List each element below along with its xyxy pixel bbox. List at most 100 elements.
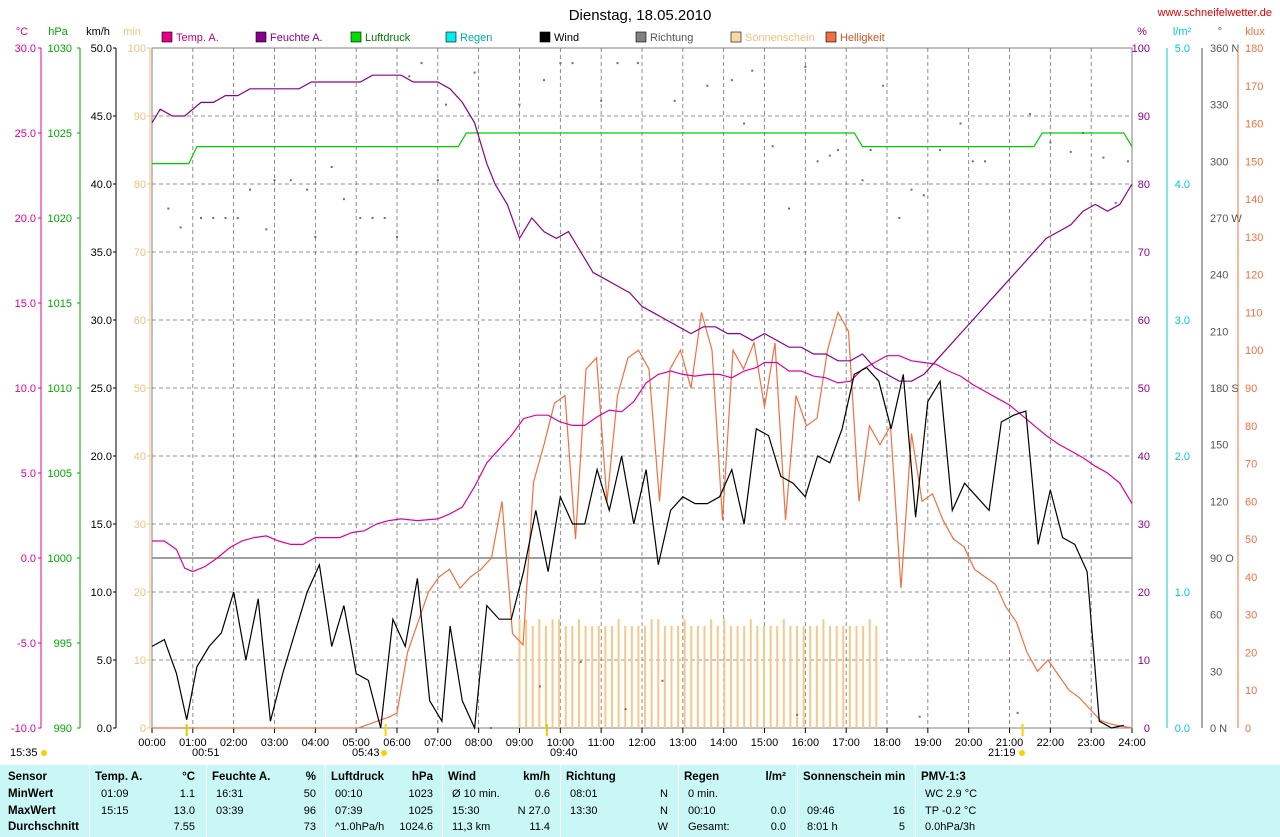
weather-chart: Dienstag, 18.05.2010 www.schneifelwetter.… [10,7,1272,759]
column-title: Sonnenschein min [803,771,906,783]
direction-dot [1126,160,1129,163]
direction-dot [1049,141,1052,144]
brightness-tick-label: 170 [1245,81,1263,93]
column-title: PMV-1:3 [921,771,966,783]
direction-dot [796,713,799,716]
direction-dot [579,660,582,663]
column-separator [442,765,443,837]
column-separator [560,765,561,837]
column-unit: km/h [523,771,550,783]
stat-time: 13:30 [570,805,598,817]
temp-tick-label: 15.0 [15,298,36,310]
wind-tick-label: 35.0 [91,247,112,259]
direction-dot [408,75,411,78]
stat-value: N 27.0 [517,805,550,817]
stat-time: 00:10 [688,805,716,817]
direction-dot [771,145,774,148]
x-tick-label: 09:00 [506,737,534,749]
direction-dot [200,217,202,219]
column-title: Regen [684,771,720,783]
direction-dot [636,62,639,65]
pressure-tick-label: 1020 [48,213,72,225]
direction-dot [881,84,884,87]
direction-dot [918,715,921,718]
direction-tick-label: 240 [1210,270,1228,282]
pressure-axis-unit: hPa [48,26,68,38]
direction-dot [804,65,807,68]
stat-time: Gesamt: [688,821,730,833]
stat-value: 5 [898,821,905,833]
direction-dot [518,103,521,106]
stat-value: 13.0 [173,805,195,817]
statistics-table: Sensor MinWert MaxWert Durchschnitt Temp. A.… [0,765,1280,837]
direction-dot [624,708,627,711]
stat-time: 0.0hPa/3h [925,821,976,833]
temp-tick-label: -5.0 [17,638,36,650]
brightness-tick-label: 160 [1245,119,1263,131]
direction-tick-label: 120 [1210,496,1228,508]
direction-tick-label: 270 W [1210,213,1242,225]
brightness-tick-label: 180 [1245,43,1263,55]
direction-dot [1102,156,1105,159]
brightness-tick-label: 70 [1245,459,1257,471]
stat-time: WC 2.9 °C [925,788,978,800]
direction-dot [816,160,819,163]
brightness-tick-label: 110 [1245,307,1263,319]
direction-dot [167,207,170,210]
rain-axis-unit: l/m² [1173,26,1192,38]
brightness-tick-label: 40 [1245,572,1257,584]
svg-text:Regen: Regen [460,32,492,44]
stat-time: 08:01 [570,788,598,800]
brightness-tick-label: 130 [1245,232,1263,244]
direction-dot [538,685,541,688]
temp-tick-label: 5.0 [21,468,36,480]
direction-tick-label: 30 [1210,666,1222,678]
brightness-tick-label: 0 [1245,723,1251,735]
svg-text:Wind: Wind [554,32,579,44]
direction-dot [869,149,872,151]
x-tick-label: 20:00 [955,737,983,749]
stat-value: 0.6 [534,788,550,800]
direction-dot [922,194,925,197]
direction-dot [396,235,398,238]
direction-dot [445,103,447,106]
stat-time: 07:39 [335,805,363,817]
direction-dot [489,727,492,729]
stat-time: ^1.0hPa/h [335,821,385,833]
rain-tick-label: 3.0 [1175,315,1190,327]
stat-value: 16 [892,805,905,817]
series-wind [151,366,1124,731]
wind-tick-label: 25.0 [91,383,112,395]
stat-value: 96 [303,805,316,817]
wind-tick-label: 15.0 [91,519,112,531]
x-tick-label: 03:00 [261,737,289,749]
temp-tick-label: -10.0 [11,723,36,735]
stat-value: N [660,805,668,817]
brightness-tick-label: 60 [1245,496,1257,508]
stat-value: 50 [303,788,316,800]
x-tick-label: 11:00 [588,737,615,749]
brightness-tick-label: 10 [1245,685,1257,697]
legend-item: Wind [539,31,579,44]
direction-tick-label: 360 N [1210,43,1239,55]
direction-tick-label: 210 [1210,326,1228,338]
direction-tick-label: 90 O [1210,553,1234,565]
direction-dots [167,62,1129,729]
wind-tick-label: 20.0 [91,451,112,463]
series-luftdruck [152,132,1133,165]
rain-tick-label: 1.0 [1175,587,1190,599]
direction-dot [828,154,831,157]
humidity-tick-label: 100 [1132,43,1150,55]
x-tick-label: 19:00 [914,737,942,749]
x-tick-label: 15:00 [751,737,779,749]
sunmin-tick-label: 60 [134,315,146,327]
row-label: MaxWert [8,805,56,817]
wind-tick-label: 5.0 [97,655,112,667]
direction-dot [249,188,251,191]
x-tick-label: 00:00 [138,737,166,749]
direction-dot [1016,711,1019,714]
svg-text:Helligkeit: Helligkeit [840,32,885,44]
row-label: Durchschnitt [8,821,79,833]
direction-dot [788,207,790,210]
x-tick-label: 14:00 [710,737,738,749]
